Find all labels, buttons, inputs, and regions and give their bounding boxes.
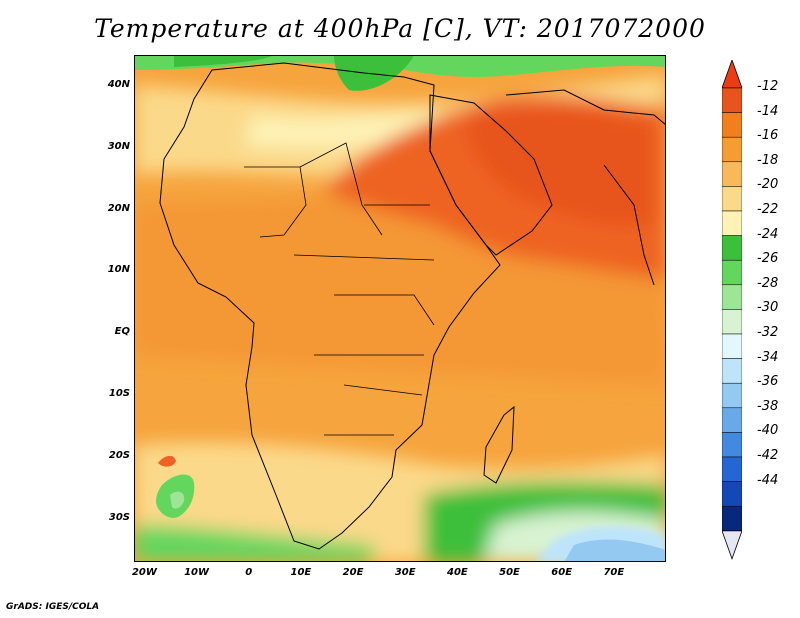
lon-tick-label: 20W [131,567,157,578]
lon-tick-label: 40E [446,567,468,578]
lat-tick-label: EQ [114,326,130,338]
lon-tick-label: 10E [290,567,312,578]
map-title: Temperature at 400hPa [C], VT: 201707200… [94,14,706,43]
colorbar-label: -38 [757,398,779,414]
colorbar-label: -16 [757,128,779,144]
colorbar-bin [722,161,742,187]
colorbar-bin [722,407,742,433]
colorbar-bin [722,309,742,335]
lon-tick-label: 50E [499,567,520,578]
lat-tick-label: 30N [107,140,130,152]
colorbar-bin [722,333,742,359]
colorbar-bin [722,505,742,532]
colorbar-top-arrow [722,60,742,89]
lon-tick-label: 10W [184,567,210,578]
temperature-map [134,55,666,562]
colorbar-bin [722,136,742,163]
colorbar-bin [722,210,742,236]
colorbar-label: -14 [757,103,779,119]
lon-tick-label: 20E [342,567,364,578]
colorbar-label: -12 [757,79,779,94]
colorbar-label: -32 [757,325,779,340]
colorbar-bottom-arrow [722,530,742,560]
colorbar-label: -42 [757,448,779,463]
colorbar-bin [722,284,742,310]
colorbar-bin [722,259,742,286]
colorbar-bin [722,456,742,482]
lat-tick-label: 30S [108,511,130,523]
colorbar-label: -28 [757,275,779,291]
lat-tick-label: 10N [107,264,130,276]
colorbar-bin [722,87,742,113]
lat-tick-label: 10S [108,388,130,400]
colorbar-label: -22 [757,202,779,217]
colorbar-label: -20 [757,177,779,193]
colorbar-bin [722,112,742,138]
colorbar-label: -26 [757,251,779,267]
colorbar-label: -24 [757,226,779,242]
colorbar-bin [722,481,742,507]
colorbar-label: -40 [757,423,779,439]
colorbar-label: -18 [757,152,779,168]
lon-tick-label: 30E [394,567,416,578]
colorbar-label: -44 [757,472,779,488]
lon-tick-label: 70E [603,567,625,578]
colorbar-label: -34 [757,349,779,365]
lon-tick-label: 60E [551,567,573,578]
lat-tick-label: 40N [107,78,130,90]
lon-tick-label: 0 [245,567,253,578]
lat-tick-label: 20S [108,449,130,461]
lat-tick-label: 20N [107,202,130,214]
colorbar-bin [722,382,742,409]
colorbar-label: -36 [757,374,779,390]
colorbar-bin [722,358,742,384]
colorbar-bin [722,235,742,261]
colorbar-bin [722,432,742,458]
colorbar-label: -30 [757,300,779,316]
colorbar-bin [722,186,742,212]
grads-credit: GrADS: IGES/COLA [6,602,100,612]
